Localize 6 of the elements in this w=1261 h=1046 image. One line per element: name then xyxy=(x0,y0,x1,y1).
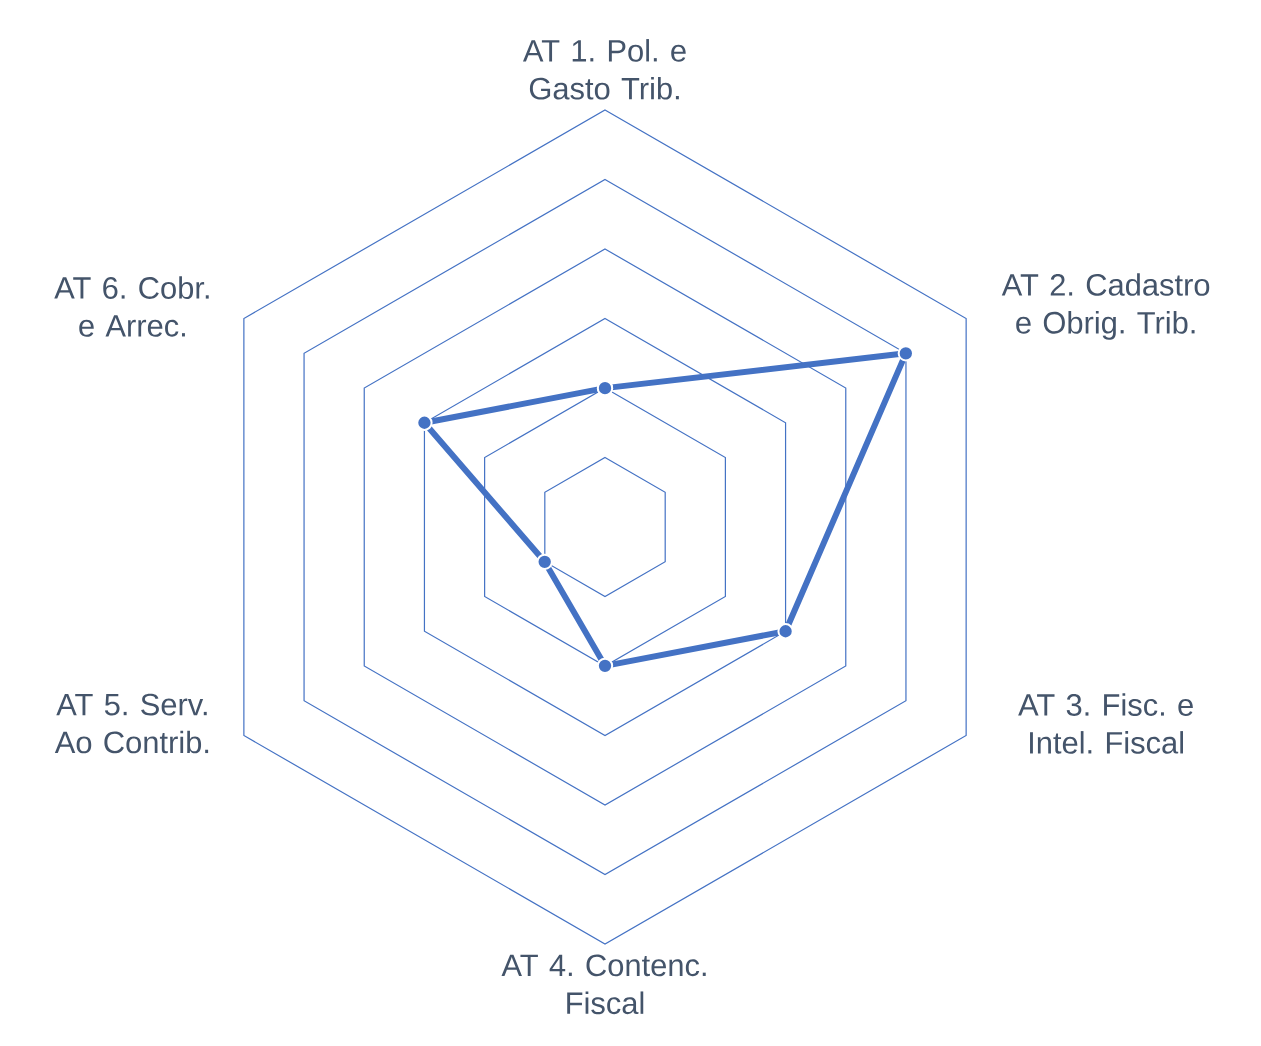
spoke-label: AT 5. Serv. Ao Contrib. xyxy=(54,693,209,754)
spoke-label: AT 3. Fisc. e Intel. Fiscal xyxy=(1018,693,1193,754)
spoke-label: AT 6. Cobr. e Arrec. xyxy=(54,276,209,337)
spoke-label: AT 2. Cadastro e Obrig. Trib. xyxy=(1001,273,1210,340)
spoke-label: AT 4. Contenc. Fiscal xyxy=(501,954,706,1015)
spoke-label: AT 1. Pol. e Gasto Trib. xyxy=(522,39,686,100)
